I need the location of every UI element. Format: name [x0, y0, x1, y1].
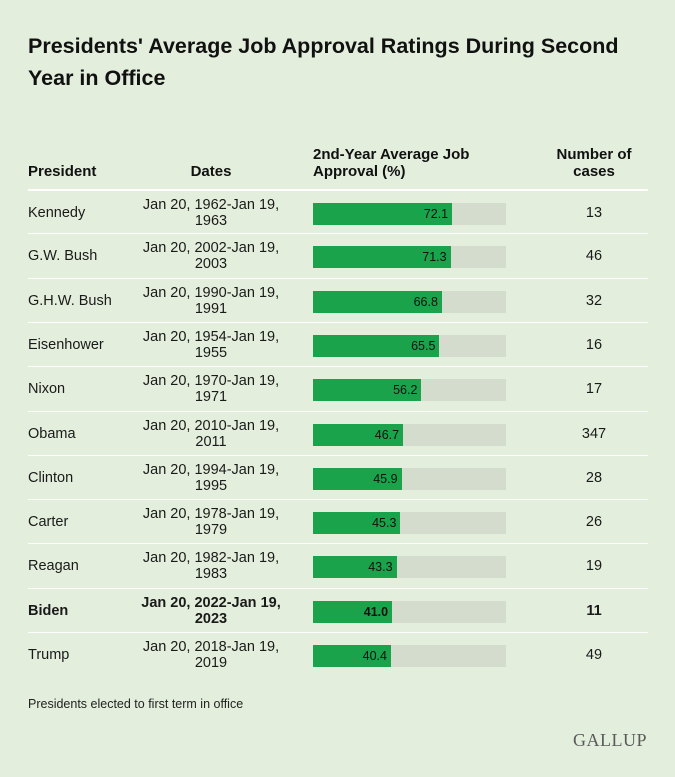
bar-track: 45.9 — [313, 467, 506, 490]
approval-value-label: 56.2 — [393, 383, 418, 398]
approval-value-label: 66.8 — [413, 294, 438, 309]
approval-bar — [313, 467, 402, 490]
case-count: 13 — [585, 205, 603, 221]
approval-bar — [313, 290, 442, 313]
approval-value-label: 45.9 — [373, 471, 398, 486]
gallup-logo: GALLUP — [573, 730, 647, 750]
bar-track: 43.3 — [313, 556, 506, 579]
case-count: 46 — [585, 248, 603, 265]
date-range: Jan 20, 2018-Jan 19, 2019 — [142, 639, 280, 671]
date-range: Jan 20, 2022-Jan 19, 2023 — [141, 594, 281, 627]
bar-track: 40.4 — [313, 645, 506, 667]
approval-bar — [313, 379, 422, 402]
table-row: G.W. Bush Jan 20, 2002-Jan 19, 2003 71.3 46 — [28, 233, 648, 278]
president-name: Kennedy — [28, 205, 86, 221]
date-range: Jan 20, 2010-Jan 19, 2011 — [142, 417, 280, 450]
table-row: Clinton Jan 20, 1994-Jan 19, 1995 45.9 28 — [28, 454, 648, 500]
date-range: Jan 20, 2002-Jan 19, 2003 — [142, 240, 280, 273]
president-name: Reagan — [28, 558, 79, 575]
bar-track: 45.3 — [313, 512, 506, 535]
bar-track: 41.0 — [313, 600, 506, 623]
case-count: 17 — [585, 381, 603, 398]
approval-value-label: 46.7 — [374, 427, 400, 442]
table-row: Kennedy Jan 20, 1962-Jan 19, 1963 72.1 13 — [28, 189, 648, 235]
bar-track: 46.7 — [313, 423, 506, 446]
approval-value-label: 41.0 — [363, 604, 389, 619]
president-name: Trump — [28, 647, 70, 663]
president-name: Clinton — [28, 469, 74, 486]
approval-value-label: 40.4 — [362, 649, 387, 663]
bar-track: 72.1 — [313, 203, 506, 225]
header-approval: 2nd-Year Average Job Approval (%) — [313, 146, 470, 180]
case-count: 19 — [585, 558, 603, 575]
table-row: G.H.W. Bush Jan 20, 1990-Jan 19, 1991 66.8… — [28, 277, 648, 323]
approval-bar — [313, 246, 451, 269]
table-row: Eisenhower Jan 20, 1954-Jan 19, 1955 65.5 1… — [28, 321, 648, 367]
approval-bar — [313, 334, 440, 357]
bar-track: 65.5 — [313, 334, 506, 357]
case-count: 32 — [585, 292, 603, 309]
approval-value-label: 65.5 — [411, 338, 436, 353]
table-row: Obama Jan 20, 2010-Jan 19, 2011 46.7 347 — [28, 410, 648, 456]
case-count: 16 — [585, 336, 603, 353]
president-name: Obama — [28, 425, 76, 442]
president-name: Carter — [28, 514, 69, 531]
approval-value-label: 72.1 — [423, 207, 449, 221]
date-range: Jan 20, 1990-Jan 19, 1991 — [142, 284, 280, 317]
president-name: Nixon — [28, 381, 66, 398]
case-count: 11 — [586, 602, 602, 619]
table-row: Trump Jan 20, 2018-Jan 19, 2019 40.4 49 — [28, 632, 648, 677]
table-row: Biden Jan 20, 2022-Jan 19, 2023 41.0 11 — [28, 587, 648, 633]
header-dates: Dates — [190, 163, 232, 180]
president-name: Biden — [28, 602, 69, 619]
approval-bar — [313, 645, 391, 667]
date-range: Jan 20, 1982-Jan 19, 1983 — [142, 550, 280, 583]
approval-value-label: 45.3 — [372, 516, 397, 531]
case-count: 26 — [585, 514, 603, 531]
bar-track: 71.3 — [313, 246, 506, 269]
date-range: Jan 20, 1994-Jan 19, 1995 — [142, 461, 280, 494]
bar-track: 56.2 — [313, 379, 506, 402]
header-president: President — [28, 163, 97, 180]
date-range: Jan 20, 1962-Jan 19, 1963 — [142, 197, 280, 229]
approval-bar — [313, 203, 453, 225]
table-row: Reagan Jan 20, 1982-Jan 19, 1983 43.3 19 — [28, 543, 648, 588]
footnote: Presidents elected to first term in offi… — [28, 697, 244, 711]
president-name: G.H.W. Bush — [28, 292, 112, 309]
approval-bar — [313, 512, 401, 535]
date-range: Jan 20, 1970-Jan 19, 1971 — [142, 373, 280, 406]
approval-bar — [313, 556, 397, 579]
bar-track: 66.8 — [313, 290, 506, 313]
table-row: Carter Jan 20, 1978-Jan 19, 1979 45.3 26 — [28, 499, 648, 544]
approval-value-label: 71.3 — [422, 250, 447, 265]
approval-value-label: 43.3 — [368, 560, 393, 575]
table-row: Nixon Jan 20, 1970-Jan 19, 1971 56.2 17 — [28, 366, 648, 411]
header-cases: Number of cases — [556, 146, 632, 180]
chart-title: Presidents' Average Job Approval Ratings… — [28, 34, 619, 90]
approval-bar — [313, 423, 404, 446]
case-count: 347 — [581, 425, 607, 442]
president-name: Eisenhower — [28, 336, 104, 353]
approval-bar — [313, 600, 393, 623]
date-range: Jan 20, 1978-Jan 19, 1979 — [142, 506, 280, 539]
case-count: 28 — [585, 469, 603, 486]
date-range: Jan 20, 1954-Jan 19, 1955 — [142, 328, 280, 361]
president-name: G.W. Bush — [28, 248, 98, 265]
case-count: 49 — [585, 647, 603, 663]
